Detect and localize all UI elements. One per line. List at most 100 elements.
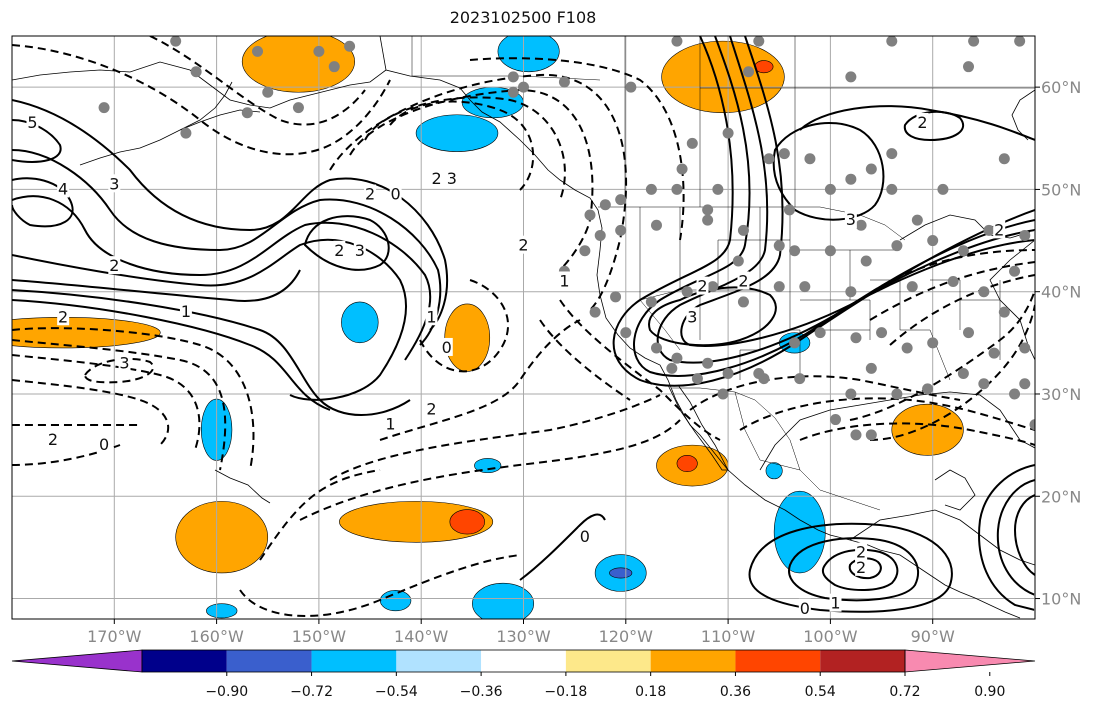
station-marker [860, 255, 872, 267]
station-marker [732, 255, 744, 267]
station-marker [676, 163, 688, 175]
contour-label: 0 [391, 185, 401, 204]
station-marker [927, 337, 939, 349]
contour-label-bg [57, 307, 70, 326]
contour-label-bg [353, 240, 366, 259]
station-marker [891, 240, 903, 252]
y-tick-label: 20°N [1041, 487, 1081, 506]
station-marker [886, 36, 898, 47]
station-marker [1029, 419, 1035, 431]
contour-label: 1 [830, 594, 840, 613]
baja-california [667, 384, 729, 471]
station-marker [558, 76, 570, 88]
contour-label: 3 [109, 174, 119, 193]
contour-label: 2 [109, 256, 119, 275]
colorbar-tick-label: 0.18 [635, 684, 666, 700]
station-marker [722, 368, 734, 380]
station-marker [98, 102, 110, 114]
y-tick-label: 40°N [1041, 283, 1081, 302]
colorbar-segment [820, 650, 905, 672]
station-marker [1040, 245, 1051, 256]
shaded-area [676, 455, 698, 473]
contour-solid [12, 269, 301, 302]
contour-label-bg [696, 276, 709, 295]
contour-solid [12, 289, 411, 416]
colorbar-segment [311, 650, 397, 672]
station-marker [1040, 271, 1051, 282]
station-marker [691, 373, 703, 385]
contour-solid [799, 105, 1035, 141]
station-marker [180, 127, 192, 139]
contour-label-bg [389, 184, 402, 203]
x-tick-label: 170°W [87, 627, 142, 646]
station-marker [794, 373, 806, 385]
station-marker [610, 291, 622, 303]
mexico-states [734, 391, 881, 511]
station-marker [1060, 307, 1071, 318]
yucatan [934, 469, 976, 511]
shaded-area [379, 590, 412, 612]
colorbar-under-triangle [11, 649, 143, 673]
shaded-area [415, 114, 499, 152]
station-marker [814, 327, 826, 339]
station-marker [998, 306, 1010, 318]
contour-label-bg [98, 435, 111, 454]
station-marker [737, 224, 749, 236]
hudson-bay [1011, 89, 1035, 141]
station-marker [645, 296, 657, 308]
station-marker [1019, 342, 1031, 354]
y-tick-label: 50°N [1041, 180, 1081, 199]
contour-label-bg [57, 179, 70, 198]
contour-solid [303, 215, 390, 271]
contour-solid [788, 537, 920, 602]
colorbar-segment [142, 650, 227, 672]
y-tick-label: 30°N [1041, 385, 1081, 404]
contour-dashed [299, 419, 681, 521]
colorbar-tick-label: −0.72 [290, 684, 333, 700]
shaded-area [175, 501, 269, 574]
station-marker [824, 183, 836, 195]
contour-label: 4 [58, 179, 68, 198]
contour-label-bg [440, 337, 453, 356]
station-marker [963, 327, 975, 339]
contour-dashed [869, 304, 1035, 441]
contour-label-bg [364, 184, 377, 203]
station-marker [963, 61, 975, 73]
station-marker [799, 281, 811, 293]
contour-label-bg [855, 542, 868, 561]
colorbar-segment [735, 650, 821, 672]
colorbar-tick-label: 0.36 [720, 684, 751, 700]
contour-dashed [469, 57, 685, 241]
station-marker [906, 281, 918, 293]
station-marker [252, 45, 264, 57]
station-marker [584, 209, 596, 221]
station-marker [615, 224, 627, 236]
station-marker [707, 281, 719, 293]
contour-solid [978, 464, 1035, 611]
colorbar-tick-label: −0.90 [205, 684, 248, 700]
y-tick-label: 60°N [1041, 78, 1081, 97]
central-america [849, 509, 1035, 566]
shaded-area [497, 36, 560, 73]
contour-solid [12, 177, 74, 228]
colorbar-tick-label: −0.54 [375, 684, 418, 700]
colorbar-segment [396, 650, 482, 672]
contour-label: 3 [119, 353, 129, 372]
contour-label-bg [517, 235, 530, 254]
colorbar-over-triangle [904, 649, 1036, 673]
station-marker [599, 199, 611, 211]
station-marker [988, 347, 1000, 359]
contour-solid [12, 195, 432, 361]
station-marker [650, 219, 662, 231]
contour-dashed [859, 249, 1035, 301]
station-marker [753, 36, 765, 47]
axis-ticks: 170°W 160°W 150°W 140°W 130°W 120°W 110°W 100°W… [87, 78, 1081, 646]
station-marker [686, 137, 698, 149]
us-mexico-border [672, 387, 791, 441]
station-marker [845, 286, 857, 298]
shaded-area [765, 462, 783, 480]
alaska-coast [12, 61, 387, 109]
colorbar-tick-label: −0.36 [460, 684, 503, 700]
